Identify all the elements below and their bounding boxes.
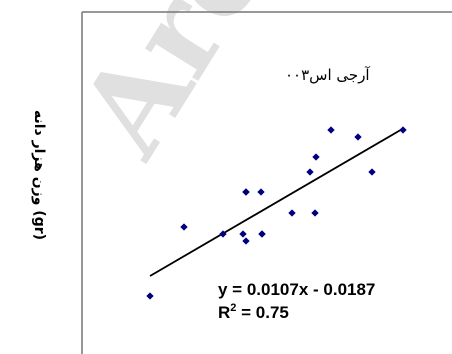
data-point-marker bbox=[242, 188, 250, 196]
data-point-marker bbox=[257, 188, 265, 196]
r-squared-sup: 2 bbox=[230, 302, 236, 314]
data-point bbox=[146, 292, 154, 300]
data-point bbox=[311, 209, 319, 217]
data-point bbox=[242, 188, 250, 196]
data-point-marker bbox=[146, 292, 154, 300]
r-squared-value: = 0.75 bbox=[236, 303, 288, 322]
watermark-text: Arc bbox=[51, 0, 293, 180]
data-point-marker bbox=[368, 168, 376, 176]
data-point-marker bbox=[311, 209, 319, 217]
data-point bbox=[354, 133, 362, 141]
points-layer bbox=[146, 126, 407, 300]
r-squared-r: R bbox=[218, 303, 230, 322]
data-point bbox=[258, 230, 266, 238]
trendline bbox=[149, 127, 405, 277]
data-point bbox=[239, 230, 247, 238]
data-point bbox=[257, 188, 265, 196]
data-point bbox=[306, 168, 314, 176]
data-point bbox=[219, 230, 227, 238]
data-point-marker bbox=[306, 168, 314, 176]
data-point bbox=[242, 237, 250, 245]
data-point bbox=[399, 126, 407, 134]
data-point-marker bbox=[258, 230, 266, 238]
data-point bbox=[312, 153, 320, 161]
data-point bbox=[180, 223, 188, 231]
data-point-marker bbox=[239, 230, 247, 238]
series-label: آرجی اس۰۰۳ bbox=[285, 66, 370, 84]
data-point-marker bbox=[242, 237, 250, 245]
y-axis-label: وزن هزار دانه (gr) bbox=[31, 110, 47, 240]
data-point bbox=[288, 209, 296, 217]
data-point-marker bbox=[399, 126, 407, 134]
r-squared-label: R2 = 0.75 bbox=[218, 302, 289, 322]
data-point-marker bbox=[312, 153, 320, 161]
data-point-marker bbox=[219, 230, 227, 238]
data-point-marker bbox=[180, 223, 188, 231]
data-point bbox=[368, 168, 376, 176]
data-point-marker bbox=[327, 126, 335, 134]
data-point bbox=[327, 126, 335, 134]
data-point-marker bbox=[288, 209, 296, 217]
trendline-equation: y = 0.0107x - 0.0187 bbox=[218, 280, 375, 299]
data-point-marker bbox=[354, 133, 362, 141]
